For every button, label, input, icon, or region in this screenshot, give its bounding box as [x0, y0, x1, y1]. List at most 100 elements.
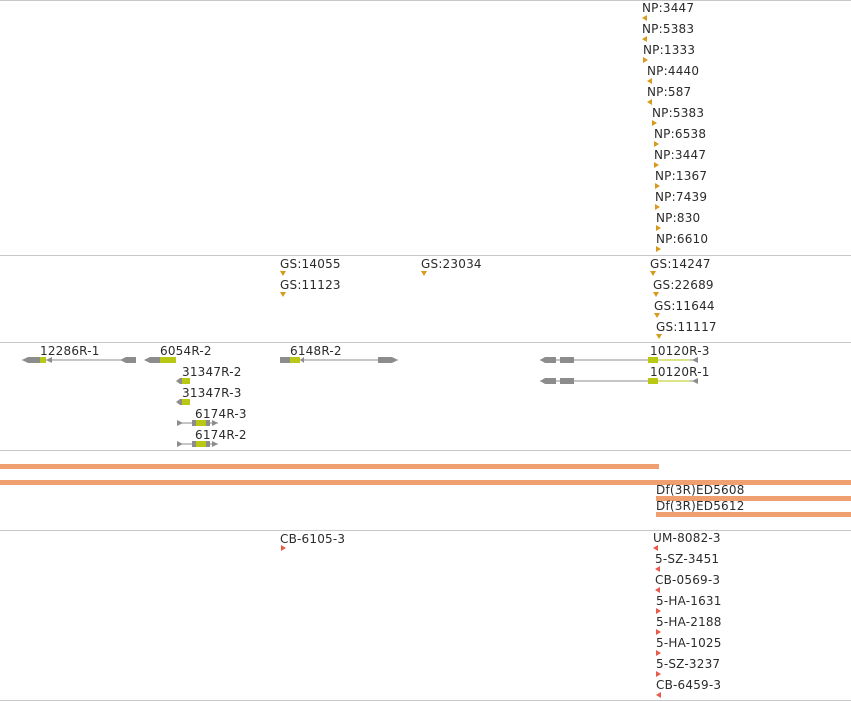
deficiency-bar[interactable] [656, 512, 851, 517]
transcript-label[interactable]: 6174R-2 [195, 428, 247, 442]
arrowhead-icon [176, 399, 182, 405]
arrowhead-icon [144, 357, 160, 363]
np-feature-label[interactable]: NP:830 [656, 211, 701, 225]
deficiency-track-separator [0, 530, 851, 531]
gene-model-10120R-3[interactable] [540, 357, 698, 363]
arrowhead-icon [212, 420, 218, 426]
insertion-marker-icon[interactable] [656, 629, 661, 635]
gs-marker-icon[interactable] [653, 292, 659, 297]
gs-marker-icon[interactable] [650, 271, 656, 276]
transcript-label[interactable]: 10120R-3 [650, 344, 710, 358]
np-marker-icon[interactable] [656, 225, 661, 231]
np-marker-icon[interactable] [652, 120, 657, 126]
np-feature-label[interactable]: NP:5383 [642, 22, 695, 36]
np-marker-icon[interactable] [656, 246, 661, 252]
gs-marker-icon[interactable] [280, 271, 286, 276]
insertion-marker-icon[interactable] [656, 692, 661, 698]
transcript-label[interactable]: 12286R-1 [40, 344, 100, 358]
gs-feature-label[interactable]: GS:22689 [653, 278, 714, 292]
np-marker-icon[interactable] [655, 183, 660, 189]
np-track: NP:3447 NP:5383 NP:1333 NP:4440 NP:587 N… [0, 0, 851, 255]
np-feature-label[interactable]: NP:1367 [655, 169, 708, 183]
arrowhead-icon [692, 357, 698, 363]
insertion-label[interactable]: 5-HA-1025 [656, 636, 722, 650]
gs-feature-label[interactable]: GS:11123 [280, 278, 341, 292]
insertion-label[interactable]: CB-0569-3 [655, 573, 721, 587]
np-marker-icon[interactable] [654, 141, 659, 147]
transcript-track-separator [0, 450, 851, 451]
np-feature-label[interactable]: NP:3447 [642, 1, 695, 15]
insertion-marker-icon[interactable] [656, 608, 661, 614]
gs-feature-label[interactable]: GS:23034 [421, 257, 482, 271]
top-border [0, 0, 851, 1]
arrowhead-icon [378, 357, 398, 363]
insertion-marker-icon[interactable] [281, 545, 286, 551]
arrowhead-icon [540, 357, 556, 363]
gs-feature-label[interactable]: GS:11644 [654, 299, 715, 313]
insertion-marker-icon[interactable] [656, 650, 661, 656]
np-marker-icon[interactable] [654, 162, 659, 168]
gs-marker-icon[interactable] [421, 271, 427, 276]
insertion-label[interactable]: UM-8082-3 [653, 531, 721, 545]
np-feature-label[interactable]: NP:6610 [656, 232, 709, 246]
gs-marker-icon[interactable] [654, 313, 660, 318]
arrowhead-icon [22, 357, 36, 363]
gene-model-31347R-2[interactable] [176, 378, 190, 384]
transcript-label[interactable]: 6148R-2 [290, 344, 342, 358]
np-marker-icon[interactable] [647, 78, 652, 84]
transcript-label[interactable]: 31347R-3 [182, 386, 242, 400]
np-feature-label[interactable]: NP:5383 [652, 106, 705, 120]
np-marker-icon[interactable] [643, 57, 648, 63]
np-marker-icon[interactable] [642, 15, 647, 21]
np-feature-label[interactable]: NP:6538 [654, 127, 707, 141]
np-marker-icon[interactable] [655, 204, 660, 210]
deficiency-track: Df(3R)ED5608 Df(3R)ED5612 [0, 464, 851, 517]
gene-model-6174R-2[interactable] [177, 441, 218, 447]
bottom-border [0, 700, 851, 701]
deficiency-bar[interactable] [0, 480, 851, 485]
np-marker-icon[interactable] [647, 99, 652, 105]
insertion-label[interactable]: 5-HA-2188 [656, 615, 722, 629]
np-feature-label[interactable]: NP:3447 [654, 148, 707, 162]
insertion-marker-icon[interactable] [655, 587, 660, 593]
transcript-label[interactable]: 6174R-3 [195, 407, 247, 421]
insertion-label[interactable]: 5-SZ-3237 [656, 657, 721, 671]
insertion-label[interactable]: 5-HA-1631 [656, 594, 722, 608]
np-track-separator [0, 255, 851, 256]
deficiency-label[interactable]: Df(3R)ED5612 [656, 499, 745, 513]
insertion-marker-icon[interactable] [656, 671, 661, 677]
insertion-marker-icon[interactable] [653, 545, 658, 551]
gene-model-6054R-2[interactable] [144, 357, 176, 363]
gs-marker-icon[interactable] [280, 292, 286, 297]
arrowhead-icon [120, 357, 136, 363]
np-marker-icon[interactable] [642, 36, 647, 42]
insertion-marker-icon[interactable] [655, 566, 660, 572]
arrowhead-icon [300, 357, 304, 363]
insertion-label[interactable]: 5-SZ-3451 [655, 552, 720, 566]
transcript-label[interactable]: 31347R-2 [182, 365, 242, 379]
arrowhead-icon [540, 378, 556, 384]
gene-model-31347R-3[interactable] [176, 399, 190, 405]
transcript-label[interactable]: 6054R-2 [160, 344, 212, 358]
insertion-label[interactable]: CB-6105-3 [280, 532, 346, 546]
gs-feature-label[interactable]: GS:14055 [280, 257, 341, 271]
np-feature-label[interactable]: NP:587 [647, 85, 692, 99]
arrowhead-icon [177, 441, 183, 447]
deficiency-bar[interactable] [656, 496, 851, 501]
gs-marker-icon[interactable] [656, 334, 662, 339]
deficiency-bar[interactable] [0, 464, 659, 469]
np-feature-label[interactable]: NP:4440 [647, 64, 700, 78]
np-feature-label[interactable]: NP:7439 [655, 190, 708, 204]
gene-model-6148R-2[interactable] [280, 357, 398, 363]
np-feature-label[interactable]: NP:1333 [643, 43, 696, 57]
gs-feature-label[interactable]: GS:11117 [656, 320, 717, 334]
transcript-label[interactable]: 10120R-1 [650, 365, 710, 379]
gene-model-12286R-1[interactable] [22, 357, 136, 363]
insertion-label[interactable]: CB-6459-3 [656, 678, 722, 692]
arrowhead-icon [212, 441, 218, 447]
deficiency-label[interactable]: Df(3R)ED5608 [656, 483, 745, 497]
gene-model-10120R-1[interactable] [540, 378, 698, 384]
arrowhead-icon [177, 420, 183, 426]
gs-feature-label[interactable]: GS:14247 [650, 257, 711, 271]
gene-model-6174R-3[interactable] [177, 420, 218, 426]
